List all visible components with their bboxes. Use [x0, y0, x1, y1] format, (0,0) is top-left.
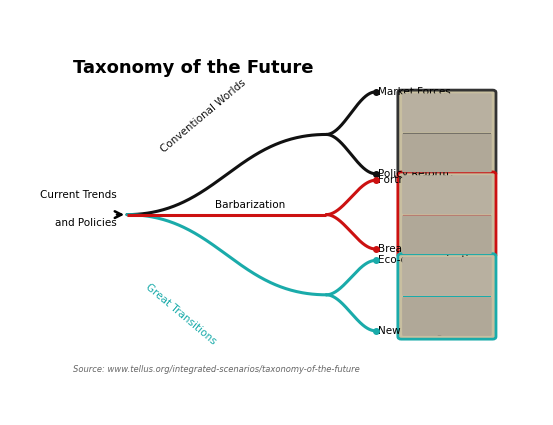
Text: Breakdown: Breakdown [378, 244, 436, 254]
Text: Taxonomy of the Future: Taxonomy of the Future [74, 59, 314, 77]
FancyBboxPatch shape [398, 172, 496, 257]
FancyBboxPatch shape [398, 90, 496, 176]
FancyBboxPatch shape [402, 133, 492, 172]
Text: Fortress World: Fortress World [378, 175, 453, 185]
FancyBboxPatch shape [402, 94, 492, 132]
Text: Conventional Worlds: Conventional Worlds [159, 77, 248, 154]
FancyBboxPatch shape [402, 297, 492, 336]
Text: Great Transitions: Great Transitions [144, 282, 218, 346]
Text: Policy Reform: Policy Reform [378, 169, 448, 179]
Text: Barbarization: Barbarization [215, 200, 285, 210]
FancyBboxPatch shape [402, 257, 492, 296]
Text: Source: www.tellus.org/integrated-scenarios/taxonomy-of-the-future: Source: www.tellus.org/integrated-scenar… [74, 366, 360, 374]
Text: Current Trends: Current Trends [39, 190, 116, 200]
Text: and Policies: and Policies [55, 218, 116, 228]
FancyBboxPatch shape [402, 215, 492, 254]
Text: New Paradigm: New Paradigm [378, 326, 453, 336]
FancyBboxPatch shape [402, 175, 492, 214]
FancyBboxPatch shape [398, 254, 496, 339]
Text: Market Forces: Market Forces [378, 87, 451, 97]
Text: Eco-communication: Eco-communication [378, 255, 481, 266]
